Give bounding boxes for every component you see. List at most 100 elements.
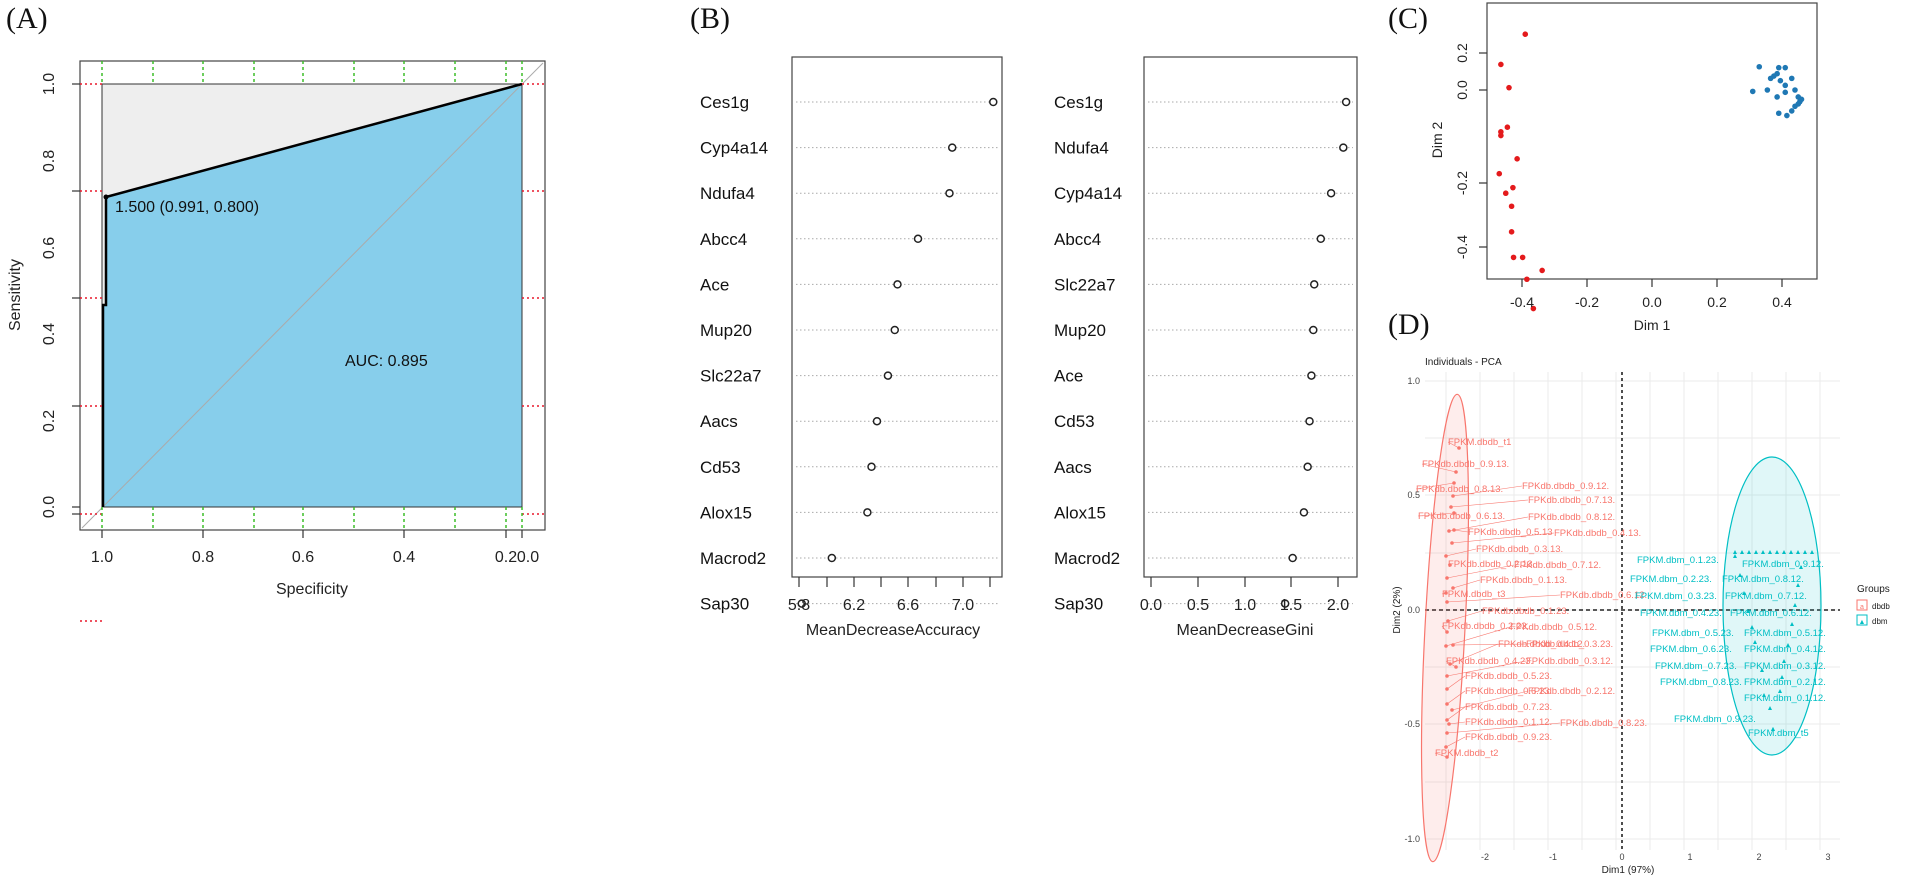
b2-xtick-3: 1.5 xyxy=(1280,597,1302,614)
pca-point xyxy=(1504,124,1511,130)
pca-point xyxy=(1510,254,1517,261)
pca-point xyxy=(1771,73,1777,79)
dbm-sample-label: FPKM.dbm_0.6.23. xyxy=(1650,644,1732,655)
d-legend-title: Groups xyxy=(1857,584,1890,595)
gene-label: Cyp4a14 xyxy=(700,139,768,158)
dot-marker xyxy=(989,97,998,107)
dbm-sample-label: FPKM.dbm_0.7.23. xyxy=(1655,661,1737,672)
pca-point xyxy=(1775,110,1782,117)
d-legend-dbm: dbm xyxy=(1872,617,1888,626)
gene-label: Cyp4a14 xyxy=(1054,184,1122,203)
dbdb-sample-label: FPKdb.dbdb_0.4.12. xyxy=(1498,639,1585,650)
gene-label: Macrod2 xyxy=(700,549,766,568)
dbdb-sample-label: FPKdb.dbdb_0.6.23. xyxy=(1465,686,1552,697)
pca-point xyxy=(1795,101,1802,107)
pca-point xyxy=(1514,156,1520,162)
roc-ytick-1: 0.2 xyxy=(41,410,58,432)
pca-point xyxy=(1749,88,1756,95)
dbm-sample-label: FPKM.dbm_0.5.23. xyxy=(1652,628,1734,639)
c-xtick-4: 0.4 xyxy=(1772,294,1792,310)
dbdb-sample-label: FPKM.dbdb_t3 xyxy=(1442,589,1505,600)
gene-label: Macrod2 xyxy=(1054,549,1120,568)
dbm-sample-label: FPKM.dbm_0.2.23. xyxy=(1630,574,1712,585)
dot-marker xyxy=(1309,280,1319,289)
gene-label: Abcc4 xyxy=(1054,230,1101,249)
dbm-sample-label: FPKM.dbm_0.2.12. xyxy=(1744,677,1826,688)
pca-point xyxy=(1775,64,1782,71)
gene-label: Ace xyxy=(700,275,729,294)
c-xtick-3: 0.2 xyxy=(1707,294,1727,310)
gene-label: Ndufa4 xyxy=(1054,139,1109,158)
b2-xtick-4: 2.0 xyxy=(1327,597,1349,614)
dbm-sample-label: FPKM.dbm_0.4.23. xyxy=(1640,608,1722,619)
gene-label: Sap30 xyxy=(1054,595,1103,614)
dot-marker xyxy=(872,416,882,426)
dbdb-sample-label: FPKdb.dbdb_0.1.13. xyxy=(1480,575,1567,586)
pca-point xyxy=(1795,94,1802,100)
c-ytick-2: 0.0 xyxy=(1454,80,1470,100)
pca-point xyxy=(1502,190,1509,197)
roc-chart: 0.0 0.2 0.4 0.6 0.8 1.0 Sensitivity 1.0 … xyxy=(7,60,546,622)
dbdb-sample-label: FPKdb.dbdb_0.2.12. xyxy=(1528,686,1615,697)
green-grid xyxy=(101,61,523,530)
roc-ytick-4: 0.8 xyxy=(41,150,58,172)
dbdb-sample-label: FPKdb.dbdb_0.3.13. xyxy=(1476,544,1563,555)
pca-d-chart: FPKM.dbdb_t1 FPKdb.dbdb_0.9.13. FPKdb.dbdb… xyxy=(1392,357,1890,875)
roc-xlabel: Specificity xyxy=(276,581,348,598)
pca-point xyxy=(1777,77,1784,84)
gene-label: Alox15 xyxy=(700,503,752,522)
pca-point xyxy=(1788,75,1795,82)
gene-label: Cd53 xyxy=(700,458,741,477)
dot-marker xyxy=(913,234,923,244)
dbm-ellipse xyxy=(1722,456,1822,756)
c-xlabel: Dim 1 xyxy=(1634,317,1671,333)
dot-marker xyxy=(1307,371,1316,380)
dbm-sample-label: FPKM.dbm_0.1.12. xyxy=(1744,693,1826,704)
panel-label-a: (A) xyxy=(6,2,48,35)
b1-xtick-3: 7.0 xyxy=(952,597,974,614)
pca-point xyxy=(1774,70,1780,77)
pca-point xyxy=(1539,267,1545,274)
dot-marker xyxy=(947,143,957,152)
dbdb-ellipse xyxy=(1420,393,1470,863)
c-ytick-1: -0.2 xyxy=(1454,171,1470,195)
dot-marker xyxy=(1339,143,1348,152)
pca-point xyxy=(1798,96,1805,103)
pca-point xyxy=(1524,276,1530,283)
roc-curve xyxy=(101,82,523,507)
dot-marker xyxy=(1303,462,1312,472)
dbm-sample-label: FPKM.dbm_0.6.12. xyxy=(1730,608,1812,619)
gene-label: Ces1g xyxy=(1054,93,1103,112)
dbdb-sample-label: FPKdb.dbdb_0.8.12. xyxy=(1528,512,1615,523)
pca-point xyxy=(1782,89,1789,96)
dbm-sample-label: FPKM.dbm_0.3.23. xyxy=(1635,591,1717,602)
dbdb-sample-label: FPKdb.dbdb_0.1.12. xyxy=(1465,717,1552,728)
dbdb-sample-label: FPKdb.dbdb_0.8.23. xyxy=(1560,718,1647,729)
dbdb-sample-label: FPKdb.dbdb_0.5.12. xyxy=(1510,622,1597,633)
c-xtick-1: -0.2 xyxy=(1575,294,1599,310)
svg-text:a: a xyxy=(1860,604,1864,611)
c-ylabel: Dim 2 xyxy=(1429,122,1445,159)
dbdb-sample-label: FPKdb.dbdb_0.1.23. xyxy=(1482,606,1569,617)
dbdb-sample-label: FPKdb.dbdb_0.8.13. xyxy=(1416,484,1503,495)
pca-point xyxy=(1530,305,1537,312)
roc-xtick-3: 0.4 xyxy=(393,549,415,566)
roc-auc-label: AUC: 0.895 xyxy=(345,353,428,370)
d-ytick-2: 0.0 xyxy=(1407,605,1420,615)
dbdb-sample-label: FPKdb.dbdb_0.9.23. xyxy=(1465,732,1552,743)
dot-marker xyxy=(890,325,900,335)
gene-label: Slc22a7 xyxy=(1054,275,1115,294)
roc-ytick-0: 0.0 xyxy=(41,496,58,518)
dbm-sample-label: FPKM.dbm_0.4.12. xyxy=(1744,644,1826,655)
pca-point xyxy=(1498,129,1504,135)
pca-point xyxy=(1522,31,1529,37)
pca-point xyxy=(1792,87,1798,93)
dbm-sample-label: FPKM.dbm_t5 xyxy=(1748,728,1809,739)
pca-point xyxy=(1774,94,1780,100)
dot-marker xyxy=(1288,553,1297,563)
roc-ytick-3: 0.6 xyxy=(41,237,58,259)
dot-marker xyxy=(893,280,902,289)
b1-xlabel: MeanDecreaseAccuracy xyxy=(806,622,980,639)
dbdb-sample-label: FPKdb.dbdb_0.4.23. xyxy=(1446,656,1533,667)
gene-label: Ndufa4 xyxy=(700,184,755,203)
